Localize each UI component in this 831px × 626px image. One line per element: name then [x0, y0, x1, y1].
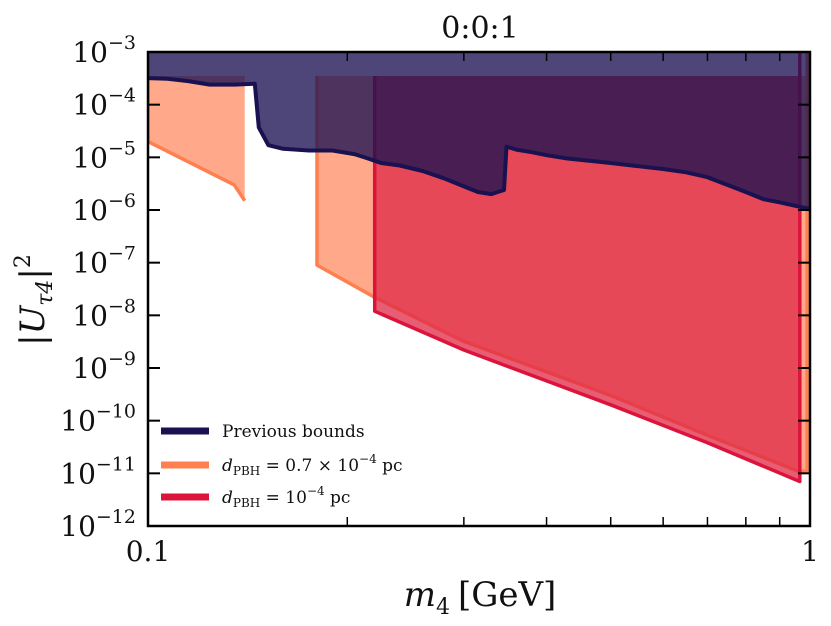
y-tick-base: 10 — [72, 352, 108, 385]
legend-sup: −4 — [307, 484, 325, 498]
legend-var: d — [222, 456, 233, 476]
y-tick-label: 10−8 — [72, 295, 136, 332]
y-tick-label: 10−9 — [72, 348, 136, 385]
y-tick-label: 10−4 — [72, 85, 136, 122]
y-tick-base: 10 — [60, 405, 96, 438]
y-tick-exp: −11 — [96, 453, 136, 475]
orange-region-0-fill — [148, 76, 245, 201]
legend-tail: pc — [325, 488, 351, 508]
y-tick-label: 10−3 — [72, 32, 136, 69]
orange-region-0-line — [148, 76, 247, 202]
y-tick-label: 10−11 — [60, 453, 136, 490]
legend-sub: PBH — [233, 496, 260, 510]
y-tick-base: 10 — [72, 247, 108, 280]
y-tick-labels: 10−310−410−510−610−710−810−910−1010−1110… — [60, 32, 136, 543]
y-tick-exp: −3 — [108, 32, 136, 54]
y-tick-exp: −5 — [108, 137, 136, 159]
y-tick-base: 10 — [60, 510, 96, 543]
y-tick-base: 10 — [72, 141, 108, 174]
chart-title: 0:0:1 — [441, 11, 518, 46]
legend-sub: PBH — [233, 464, 260, 478]
y-tick-exp: −8 — [108, 295, 136, 317]
legend-label: dPBH = 10−4 pc — [222, 484, 350, 510]
y-tick-base: 10 — [72, 194, 108, 227]
legend-mid: = 10 — [260, 488, 307, 508]
previous-bounds-fill — [148, 52, 810, 209]
legend-var: d — [222, 488, 233, 508]
y-tick-base: 10 — [60, 457, 96, 490]
plot-regions — [148, 52, 810, 484]
y-axis-sub: τ4 — [33, 280, 58, 306]
y-tick-label: 10−5 — [72, 137, 136, 174]
y-tick-exp: −12 — [96, 506, 136, 528]
y-axis-close: | — [13, 268, 53, 279]
y-tick-base: 10 — [72, 299, 108, 332]
x-axis-label: m4 [GeV] — [404, 575, 557, 620]
red-region-0-line — [372, 52, 802, 484]
plot-frame — [146, 50, 812, 528]
x-axis-unit: [GeV] — [458, 575, 556, 615]
legend-label: Previous bounds — [222, 422, 365, 442]
y-tick-exp: −6 — [108, 190, 136, 212]
y-tick-base: 10 — [72, 89, 108, 122]
y-tick-base: 10 — [72, 36, 108, 69]
y-axis-label: |Uτ4|2 — [11, 254, 58, 346]
legend-sup: −4 — [359, 452, 377, 466]
y-tick-exp: −7 — [108, 243, 136, 265]
y-tick-label: 10−7 — [72, 243, 136, 280]
x-axis-sub: 4 — [436, 595, 450, 620]
y-tick-exp: −10 — [96, 401, 136, 423]
legend-label: dPBH = 0.7 × 10−4 pc — [222, 452, 403, 478]
y-tick-label: 10−10 — [60, 401, 136, 438]
y-tick-exp: −4 — [108, 85, 136, 107]
x-tick-label: 0.1 — [126, 535, 171, 568]
x-tick-labels: 0.1 1 — [126, 535, 819, 568]
y-axis-sup: 2 — [11, 254, 36, 268]
previous-bounds-line — [148, 76, 810, 211]
y-tick-label: 10−6 — [72, 190, 136, 227]
legend-tail: pc — [377, 456, 403, 476]
legend-text: Previous bounds — [222, 422, 365, 442]
x-tick-label: 1 — [801, 535, 819, 568]
x-axis-var: m — [404, 575, 436, 615]
y-axis-var: |U — [13, 304, 53, 345]
legend-mid: = 0.7 × 10 — [260, 456, 359, 476]
y-tick-label: 10−12 — [60, 506, 136, 543]
y-tick-exp: −9 — [108, 348, 136, 370]
